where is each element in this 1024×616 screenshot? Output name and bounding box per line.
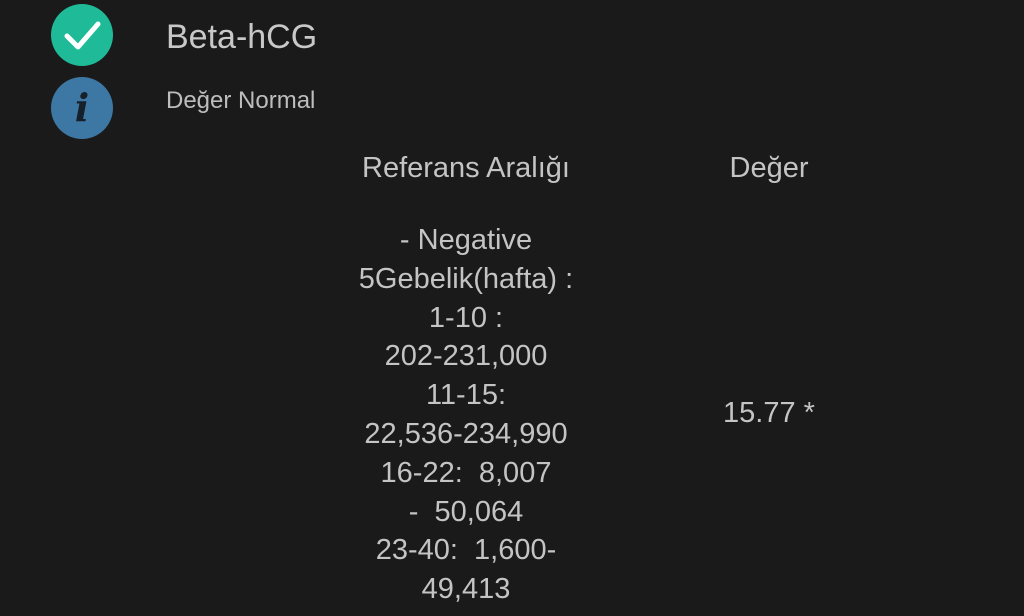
check-circle-icon <box>51 4 113 66</box>
reference-line: 1-10 : <box>428 301 504 334</box>
reference-line: 202-231,000 <box>384 340 548 373</box>
test-status: Değer Normal <box>166 87 316 114</box>
reference-line: 23-40: 1,600- <box>375 534 557 567</box>
reference-line: 49,413 <box>421 573 511 606</box>
value-header: Değer <box>729 152 809 184</box>
reference-line: 16-22: 8,007 <box>380 456 552 489</box>
reference-range-header: Referans Aralığı <box>362 152 570 184</box>
info-icon[interactable]: i <box>51 77 113 139</box>
test-name: Beta-hCG <box>166 18 318 56</box>
reference-range: - Negative 5Gebelik(hafta) : 1-10 : 202-… <box>306 221 626 609</box>
reference-line: - 50,064 <box>408 495 524 528</box>
reference-line: 22,536-234,990 <box>364 417 568 450</box>
reference-line: 5Gebelik(hafta) : <box>358 262 574 295</box>
reference-line: 11-15: <box>425 379 507 412</box>
reference-line: - Negative <box>399 224 533 256</box>
test-value: 15.77 * <box>723 397 815 429</box>
